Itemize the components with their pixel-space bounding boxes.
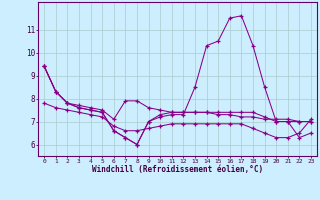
X-axis label: Windchill (Refroidissement éolien,°C): Windchill (Refroidissement éolien,°C) (92, 165, 263, 174)
